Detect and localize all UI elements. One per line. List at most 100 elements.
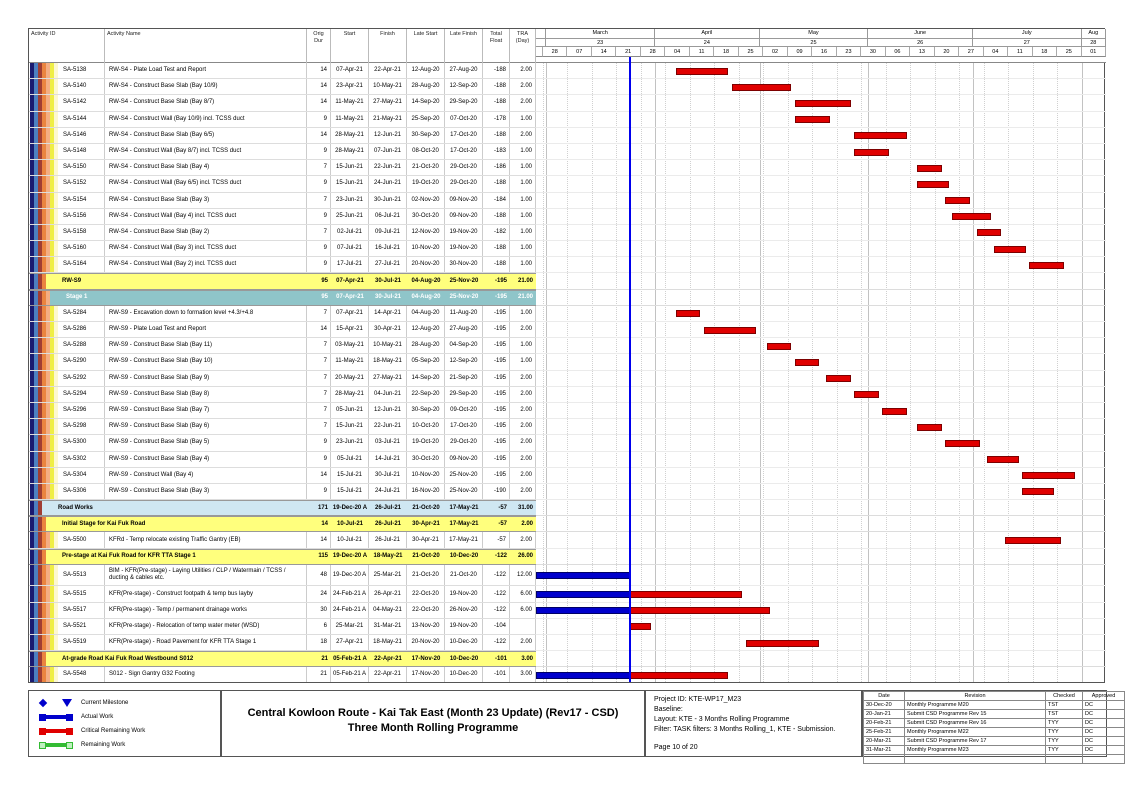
- table-row[interactable]: SA-5138 RW-S4 - Plate Load Test and Repor…: [29, 63, 536, 80]
- table-row[interactable]: SA-5288 RW-S9 - Construct Base Slab (Bay …: [29, 338, 536, 355]
- gantt-bar-critical-remaining[interactable]: [630, 623, 652, 631]
- gantt-bar-critical-remaining[interactable]: [917, 423, 942, 431]
- gantt-bar-critical-remaining[interactable]: [794, 116, 830, 124]
- table-row[interactable]: SA-5519 KFR(Pre-stage) - Road Pavement fo…: [29, 634, 536, 652]
- table-row[interactable]: SA-5500 KFRd - Temp relocate existing Tra…: [29, 532, 536, 549]
- gantt-bar-critical-remaining[interactable]: [945, 197, 970, 205]
- table-row[interactable]: SA-5517 KFR(Pre-stage) - Temp / permanent…: [29, 602, 536, 619]
- table-row[interactable]: SA-5142 RW-S4 - Construct Base Slab (Bay …: [29, 95, 536, 112]
- table-row[interactable]: SA-5292 RW-S9 - Construct Base Slab (Bay …: [29, 370, 536, 387]
- table-row[interactable]: SA-5304 RW-S9 - Construct Wall (Bay 4) 14 1…: [29, 467, 536, 484]
- gantt-bar-critical-remaining[interactable]: [745, 639, 820, 647]
- gantt-bar-critical-remaining[interactable]: [794, 358, 820, 366]
- gantt-bar-critical-remaining[interactable]: [630, 591, 743, 598]
- gantt-row[interactable]: [536, 290, 1106, 306]
- gantt-row[interactable]: [536, 549, 1106, 565]
- gantt-row[interactable]: [536, 306, 1106, 322]
- gantt-row[interactable]: [536, 193, 1106, 209]
- gantt-row[interactable]: [536, 241, 1106, 258]
- table-row[interactable]: SA-5286 RW-S9 - Plate Load Test and Repor…: [29, 322, 536, 339]
- gantt-bar-critical-remaining[interactable]: [1004, 537, 1061, 545]
- table-row[interactable]: SA-5156 RW-S4 - Construct Wall (Bay 4) in…: [29, 208, 536, 225]
- table-row[interactable]: SA-5148 RW-S4 - Construct Wall (Bay 8/7) …: [29, 143, 536, 161]
- gantt-row[interactable]: [536, 354, 1106, 371]
- table-row[interactable]: SA-5144 RW-S4 - Construct Wall (Bay 10/9)…: [29, 111, 536, 128]
- gantt-row[interactable]: [536, 176, 1106, 193]
- gantt-row[interactable]: [536, 468, 1106, 484]
- group-row[interactable]: Road Works 171 19-Dec-20 A 26-Jul-21 21-Oct-…: [29, 500, 536, 517]
- gantt-bar-critical-remaining[interactable]: [630, 671, 729, 679]
- gantt-bar-critical-remaining[interactable]: [1029, 261, 1065, 269]
- gantt-bar-critical-remaining[interactable]: [675, 310, 701, 318]
- gantt-row[interactable]: [536, 532, 1106, 549]
- gantt-row[interactable]: [536, 112, 1106, 128]
- gantt-bar-critical-remaining[interactable]: [917, 164, 942, 172]
- gantt-row[interactable]: [536, 371, 1106, 387]
- gantt-bar-actual-work[interactable]: [536, 591, 631, 598]
- gantt-bar-critical-remaining[interactable]: [794, 99, 851, 107]
- table-row[interactable]: SA-5300 RW-S9 - Construct Base Slab (Bay …: [29, 435, 536, 452]
- gantt-row[interactable]: [536, 603, 1106, 619]
- gantt-bar-critical-remaining[interactable]: [675, 67, 729, 75]
- gantt-row[interactable]: [536, 484, 1106, 501]
- table-row[interactable]: SA-5158 RW-S4 - Construct Base Slab (Bay …: [29, 224, 536, 242]
- table-row[interactable]: SA-5164 RW-S4 - Construct Wall (Bay 2) in…: [29, 257, 536, 274]
- gantt-bar-critical-remaining[interactable]: [917, 180, 949, 188]
- gantt-bar-critical-remaining[interactable]: [987, 456, 1019, 464]
- gantt-row[interactable]: [536, 63, 1106, 80]
- gantt-bar-actual-work[interactable]: [536, 671, 631, 679]
- gantt-row[interactable]: [536, 586, 1106, 603]
- gantt-row[interactable]: [536, 619, 1106, 635]
- table-row[interactable]: SA-5152 RW-S4 - Construct Wall (Bay 6/5) …: [29, 176, 536, 193]
- gantt-row[interactable]: [536, 257, 1106, 274]
- gantt-bar-critical-remaining[interactable]: [854, 148, 890, 156]
- gantt-bar-actual-work[interactable]: [536, 572, 631, 580]
- gantt-bar-critical-remaining[interactable]: [882, 407, 907, 415]
- group-row[interactable]: RW-S9 95 07-Apr-21 30-Jul-21 04-Aug-20 25-Nov…: [29, 273, 536, 290]
- table-row[interactable]: SA-5515 KFR(Pre-stage) - Construct footpa…: [29, 586, 536, 603]
- gantt-bar-critical-remaining[interactable]: [854, 132, 907, 140]
- gantt-row[interactable]: [536, 403, 1106, 420]
- table-row[interactable]: SA-5140 RW-S4 - Construct Base Slab (Bay …: [29, 79, 536, 96]
- table-row[interactable]: SA-5302 RW-S9 - Construct Base Slab (Bay …: [29, 451, 536, 468]
- gantt-bar-critical-remaining[interactable]: [766, 342, 792, 350]
- gantt-row[interactable]: [536, 225, 1106, 242]
- gantt-bar-critical-remaining[interactable]: [630, 607, 771, 615]
- table-row[interactable]: SA-5306 RW-S9 - Construct Base Slab (Bay …: [29, 483, 536, 501]
- gantt-row[interactable]: [536, 435, 1106, 452]
- table-row[interactable]: SA-5294 RW-S9 - Construct Base Slab (Bay …: [29, 386, 536, 403]
- gantt-row[interactable]: [536, 273, 1106, 290]
- gantt-bar-critical-remaining[interactable]: [994, 245, 1026, 253]
- gantt-bar-critical-remaining[interactable]: [1022, 488, 1054, 496]
- gantt-row[interactable]: [536, 667, 1106, 682]
- gantt-bar-critical-remaining[interactable]: [1022, 472, 1075, 480]
- gantt-bar-critical-remaining[interactable]: [731, 83, 792, 91]
- group-row[interactable]: Initial Stage for Kai Fuk Road 14 10-Jul-2…: [29, 516, 536, 533]
- table-row[interactable]: SA-5150 RW-S4 - Construct Base Slab (Bay …: [29, 160, 536, 177]
- group-row[interactable]: At-grade Road Kai Fuk Road Westbound S01…: [29, 651, 536, 668]
- gantt-bar-critical-remaining[interactable]: [952, 213, 991, 221]
- gantt-row[interactable]: [536, 419, 1106, 436]
- gantt-bar-critical-remaining[interactable]: [826, 375, 851, 383]
- gantt-row[interactable]: [536, 338, 1106, 355]
- gantt-row[interactable]: [536, 516, 1106, 533]
- gantt-bar-actual-work[interactable]: [536, 607, 631, 615]
- table-row[interactable]: SA-5296 RW-S9 - Construct Base Slab (Bay …: [29, 402, 536, 420]
- gantt-row[interactable]: [536, 565, 1106, 587]
- table-row[interactable]: SA-5513 BIM - KFR(Pre-stage) - Laying Uti…: [29, 564, 536, 587]
- table-row[interactable]: SA-5290 RW-S9 - Construct Base Slab (Bay …: [29, 354, 536, 371]
- gantt-bar-critical-remaining[interactable]: [945, 439, 981, 447]
- table-row[interactable]: SA-5160 RW-S4 - Construct Wall (Bay 3) in…: [29, 241, 536, 258]
- table-row[interactable]: SA-5154 RW-S4 - Construct Base Slab (Bay …: [29, 192, 536, 209]
- group-row[interactable]: Pre-stage at Kai Fuk Road for KFR TTA St…: [29, 548, 536, 565]
- group-row[interactable]: Stage 1 95 07-Apr-21 30-Jul-21 04-Aug-20 25-N…: [29, 289, 536, 306]
- gantt-row[interactable]: [536, 387, 1106, 403]
- gantt-bar-critical-remaining[interactable]: [976, 229, 1002, 237]
- table-row[interactable]: SA-5146 RW-S4 - Construct Base Slab (Bay …: [29, 127, 536, 144]
- gantt-row[interactable]: [536, 452, 1106, 468]
- gantt-row[interactable]: [536, 500, 1106, 517]
- table-row[interactable]: SA-5521 KFR(Pre-stage) - Relocation of te…: [29, 618, 536, 635]
- gantt-row[interactable]: [536, 209, 1106, 225]
- gantt-row[interactable]: [536, 322, 1106, 339]
- gantt-bar-critical-remaining[interactable]: [854, 391, 879, 399]
